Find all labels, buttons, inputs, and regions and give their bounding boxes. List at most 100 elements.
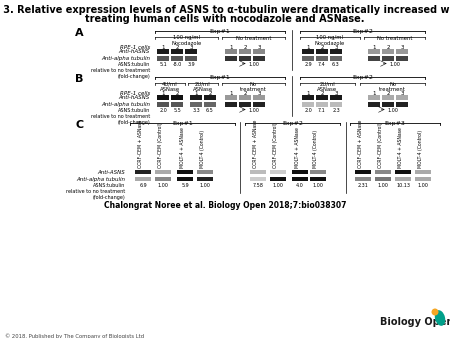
Text: Exp#1: Exp#1 [172,121,193,126]
Text: 1: 1 [306,91,310,96]
Text: Anti-hASNS: Anti-hASNS [119,95,150,100]
Text: 1.00: 1.00 [418,183,428,188]
Text: No treatment: No treatment [377,35,412,41]
Text: 7.4: 7.4 [318,62,326,67]
Bar [239,56,251,61]
Bar [270,177,286,181]
Text: 3.9: 3.9 [187,62,195,67]
Text: ASNS:tubulin
relative to no treatment
(fold-change): ASNS:tubulin relative to no treatment (f… [91,62,150,79]
Text: 2U/ml
ASNase: 2U/ml ASNase [193,81,213,92]
Text: CCRF-CEM + ASNase: CCRF-CEM + ASNase [358,120,363,168]
Bar [375,177,391,181]
Bar [368,102,380,106]
Text: 3: 3 [257,91,261,96]
Text: treating human cells with nocodazole and ASNase.: treating human cells with nocodazole and… [85,14,365,24]
Text: 1.00: 1.00 [273,183,284,188]
Bar [225,95,237,99]
Bar [292,170,308,174]
Text: 3.3: 3.3 [192,108,200,113]
Text: 2.0: 2.0 [304,108,312,113]
Bar [171,95,183,99]
Text: MOLT-4 + ASNase: MOLT-4 + ASNase [295,127,300,168]
Text: Exp#2: Exp#2 [352,75,373,80]
Bar [355,177,371,181]
Bar [253,95,265,99]
Bar [190,102,202,106]
Text: © 2018. Published by The Company of Biologists Ltd: © 2018. Published by The Company of Biol… [5,333,144,338]
Bar [382,49,394,53]
Text: 2: 2 [175,45,179,50]
Text: 3: 3 [400,45,404,50]
Text: Exp#1: Exp#1 [210,29,230,34]
Text: 1: 1 [161,91,165,96]
Text: 2: 2 [320,45,324,50]
Text: 3: 3 [400,91,404,96]
Bar [396,49,408,53]
Bar [225,56,237,61]
Text: RPE-1 cells: RPE-1 cells [120,91,150,96]
Text: 10.13: 10.13 [396,183,410,188]
Bar [239,102,251,106]
Bar [375,170,391,174]
Bar [155,170,171,174]
Bar [316,49,328,53]
Bar [396,95,408,99]
Bar [330,102,342,106]
Text: 5.1: 5.1 [159,62,167,67]
Text: 1.00: 1.00 [389,62,400,67]
Bar [171,56,183,61]
Text: 1.00: 1.00 [248,108,259,113]
Text: 1: 1 [372,45,376,50]
Text: RPE-1 cells: RPE-1 cells [120,45,150,50]
Text: Exp#2: Exp#2 [352,29,373,34]
Text: 2.0: 2.0 [159,108,167,113]
Bar [225,49,237,53]
Text: 1.00: 1.00 [313,183,324,188]
Bar [204,95,216,99]
Text: 4U/ml
ASNase: 4U/ml ASNase [160,81,180,92]
Text: 1: 1 [372,91,376,96]
Text: 2: 2 [175,91,179,96]
Text: Exp#2: Exp#2 [282,121,303,126]
Bar [135,170,151,174]
Bar [302,102,314,106]
Text: 3: 3 [257,45,261,50]
Text: 1.00: 1.00 [387,108,398,113]
Bar [330,95,342,99]
Ellipse shape [435,310,445,326]
Text: 2: 2 [243,45,247,50]
Bar [415,170,431,174]
Bar [355,170,371,174]
Text: MOLT-4 + ASNase: MOLT-4 + ASNase [180,127,185,168]
Text: Anti-alpha tubulin: Anti-alpha tubulin [101,102,150,107]
Text: Exp#3: Exp#3 [385,121,405,126]
Bar [253,56,265,61]
Text: 2U/ml
ASNase: 2U/ml ASNase [317,81,338,92]
Text: No treatment: No treatment [236,35,271,41]
Bar [396,56,408,61]
Bar [302,49,314,53]
Bar [155,177,171,181]
Bar [225,102,237,106]
Text: MOLT-4 (Control): MOLT-4 (Control) [200,130,205,168]
Text: 6.3: 6.3 [332,62,340,67]
Text: 2.3: 2.3 [332,108,340,113]
Bar [310,177,326,181]
Bar [330,56,342,61]
Text: 5.5: 5.5 [173,108,181,113]
Text: CCRF-CEM (Control): CCRF-CEM (Control) [378,122,383,168]
Bar [157,102,169,106]
Bar [395,170,411,174]
Bar [310,170,326,174]
Bar [382,56,394,61]
Bar [302,95,314,99]
Bar [382,95,394,99]
Bar [270,170,286,174]
Text: C: C [75,120,83,130]
Text: 7.58: 7.58 [252,183,263,188]
Text: MOLT-4 + ASNase: MOLT-4 + ASNase [398,127,403,168]
Bar [171,102,183,106]
Bar [316,56,328,61]
Text: 1.00: 1.00 [378,183,388,188]
Text: 2.9: 2.9 [304,62,312,67]
